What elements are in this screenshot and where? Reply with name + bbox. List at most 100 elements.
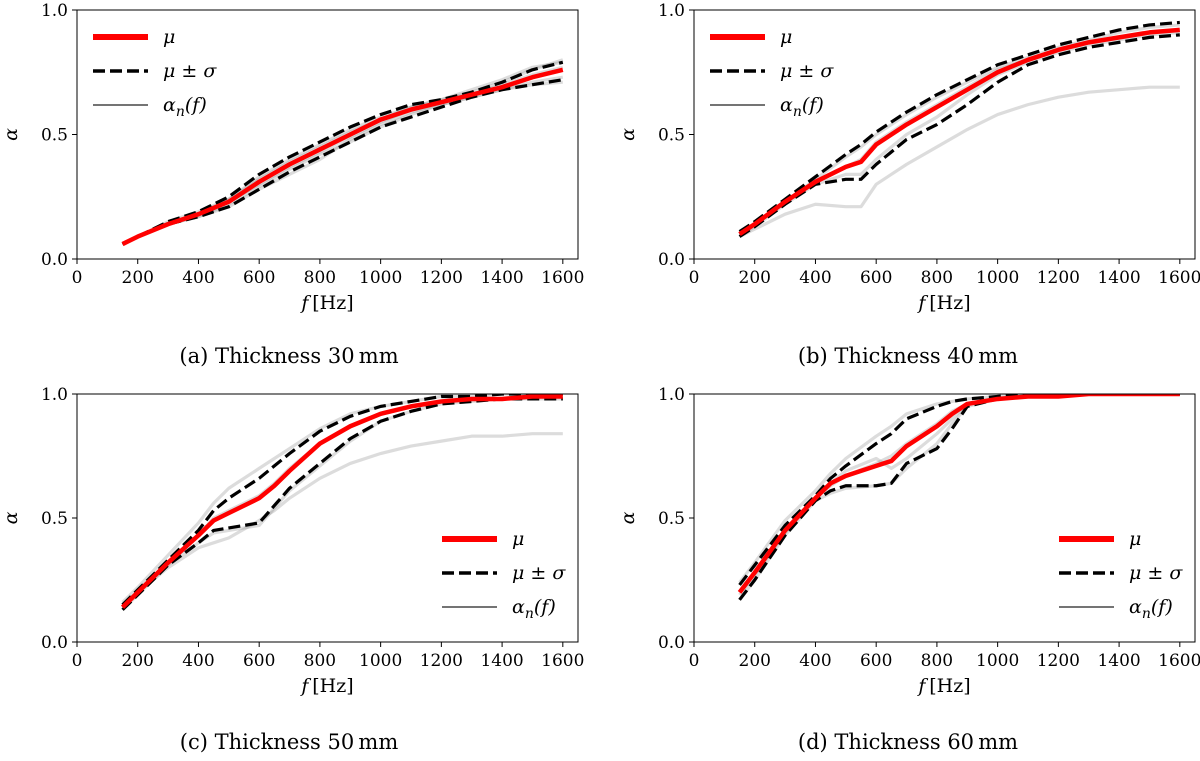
x-tick-label: 600 <box>243 268 275 288</box>
legend-mean-label: μ <box>512 528 524 550</box>
x-tick-label: 600 <box>860 268 892 288</box>
x-axis-label: f [Hz] <box>299 292 353 314</box>
x-tick-label: 0 <box>689 651 700 671</box>
y-axis-label: α <box>617 511 639 524</box>
y-tick-label: 0.5 <box>658 126 685 146</box>
y-tick-label: 0.0 <box>41 633 68 653</box>
x-tick-label: 1000 <box>976 268 1019 288</box>
x-tick-label: 0 <box>72 651 83 671</box>
x-tick-label: 600 <box>860 651 892 671</box>
x-tick-label: 1400 <box>480 651 523 671</box>
y-tick-label: 0.0 <box>658 250 685 270</box>
x-tick-label: 0 <box>689 268 700 288</box>
x-tick-label: 1000 <box>976 651 1019 671</box>
legend-mean-label: μ <box>163 26 175 48</box>
sample-curve-3 <box>738 85 1180 239</box>
x-tick-label: 1600 <box>541 651 584 671</box>
chart-panel-a: 0 200 400 600 800 1000 1200 1400 1600 0.0 0.5 1.0 f … <box>0 1 584 368</box>
x-tick-label: 600 <box>243 651 275 671</box>
x-tick-label: 400 <box>799 651 831 671</box>
plot-area <box>121 58 564 247</box>
mean-line <box>121 67 564 247</box>
legend-std-label: μ ± σ <box>163 60 217 82</box>
x-axis-label: f [Hz] <box>916 675 970 697</box>
plot-area <box>737 394 1180 601</box>
axes-frame <box>76 393 579 643</box>
y-tick-label: 0.0 <box>41 250 68 270</box>
x-tick-label: 1600 <box>1158 651 1200 671</box>
y-tick-label: 1.0 <box>41 385 68 405</box>
x-tick-label: 800 <box>304 268 336 288</box>
mu-minus-sigma-line <box>121 78 564 246</box>
mean-line <box>120 394 563 609</box>
y-tick-label: 0.5 <box>41 126 68 146</box>
chart-panel-d: 0 200 400 600 800 1000 1200 1400 1600 0.0 0.5 1.0 f … <box>617 385 1200 754</box>
mean-line <box>738 27 1181 236</box>
x-tick-label: 800 <box>921 268 953 288</box>
x-tick-label: 1200 <box>1037 651 1080 671</box>
chart-panel-b: 0 200 400 600 800 1000 1200 1400 1600 0.0 0.5 1.0 f … <box>617 1 1200 368</box>
x-tick-label: 1000 <box>359 651 402 671</box>
x-tick-label: 200 <box>122 268 154 288</box>
sample-curve-0 <box>121 394 563 604</box>
y-tick-label: 0.0 <box>658 633 685 653</box>
x-tick-label: 800 <box>304 651 336 671</box>
legend-samples-label: αn(f) <box>780 94 824 120</box>
legend-samples-label: αn(f) <box>1129 596 1173 622</box>
legend-mean-label: μ <box>1129 528 1141 550</box>
x-tick-label: 1400 <box>480 268 523 288</box>
x-axis-label: f [Hz] <box>916 292 970 314</box>
x-tick-label: 400 <box>799 268 831 288</box>
legend-samples-label: αn(f) <box>163 94 207 120</box>
plot-area <box>120 394 563 611</box>
y-axis-label: α <box>617 128 639 141</box>
mu-plus-sigma-line <box>738 20 1180 233</box>
legend: μ μ ± σ αn(f) <box>93 26 217 120</box>
sample-curve-3 <box>738 394 1180 596</box>
sample-curve-0 <box>738 23 1180 236</box>
x-tick-label: 1000 <box>359 268 402 288</box>
y-tick-label: 1.0 <box>658 1 685 21</box>
x-tick-label: 200 <box>739 651 771 671</box>
mu-minus-sigma-line <box>738 394 1180 601</box>
x-tick-label: 1200 <box>1037 268 1080 288</box>
panel-caption: (a) Thickness 30 mm <box>179 344 398 368</box>
legend-mean-label: μ <box>780 26 792 48</box>
x-tick-label: 1200 <box>420 268 463 288</box>
legend: μ μ ± σ αn(f) <box>710 26 834 120</box>
mean-line <box>737 394 1180 594</box>
axes-frame <box>76 9 579 260</box>
mu-plus-sigma-line <box>121 394 563 606</box>
x-tick-label: 400 <box>182 651 214 671</box>
legend: μ μ ± σ αn(f) <box>1059 528 1183 622</box>
y-tick-label: 0.5 <box>41 509 68 529</box>
x-tick-label: 1200 <box>420 651 463 671</box>
mu-plus-sigma-line <box>121 60 564 246</box>
x-tick-label: 800 <box>921 651 953 671</box>
legend: μ μ ± σ αn(f) <box>442 528 566 622</box>
chart-panel-c: 0 200 400 600 800 1000 1200 1400 1600 0.0 0.5 1.0 f … <box>0 385 584 754</box>
mu-plus-sigma-line <box>738 394 1180 586</box>
legend-samples-label: αn(f) <box>512 596 556 622</box>
y-tick-label: 1.0 <box>41 1 68 21</box>
y-axis-label: α <box>0 128 22 141</box>
x-tick-label: 200 <box>739 268 771 288</box>
sample-curve-1 <box>738 394 1180 601</box>
panel-caption: (b) Thickness 40 mm <box>798 344 1018 368</box>
sample-curve-2 <box>738 394 1180 594</box>
plot-area <box>738 20 1181 239</box>
y-axis-label: α <box>0 511 22 524</box>
panel-caption: (d) Thickness 60 mm <box>798 730 1018 754</box>
x-tick-label: 400 <box>182 268 214 288</box>
panel-caption: (c) Thickness 50 mm <box>180 730 399 754</box>
sample-curve-3 <box>121 432 563 607</box>
x-tick-label: 0 <box>72 268 83 288</box>
legend-std-label: μ ± σ <box>780 60 834 82</box>
x-tick-label: 200 <box>122 651 154 671</box>
y-tick-label: 1.0 <box>658 385 685 405</box>
y-tick-label: 0.5 <box>658 509 685 529</box>
legend-std-label: μ ± σ <box>512 562 566 584</box>
x-tick-label: 1600 <box>1158 268 1200 288</box>
x-tick-label: 1600 <box>541 268 584 288</box>
